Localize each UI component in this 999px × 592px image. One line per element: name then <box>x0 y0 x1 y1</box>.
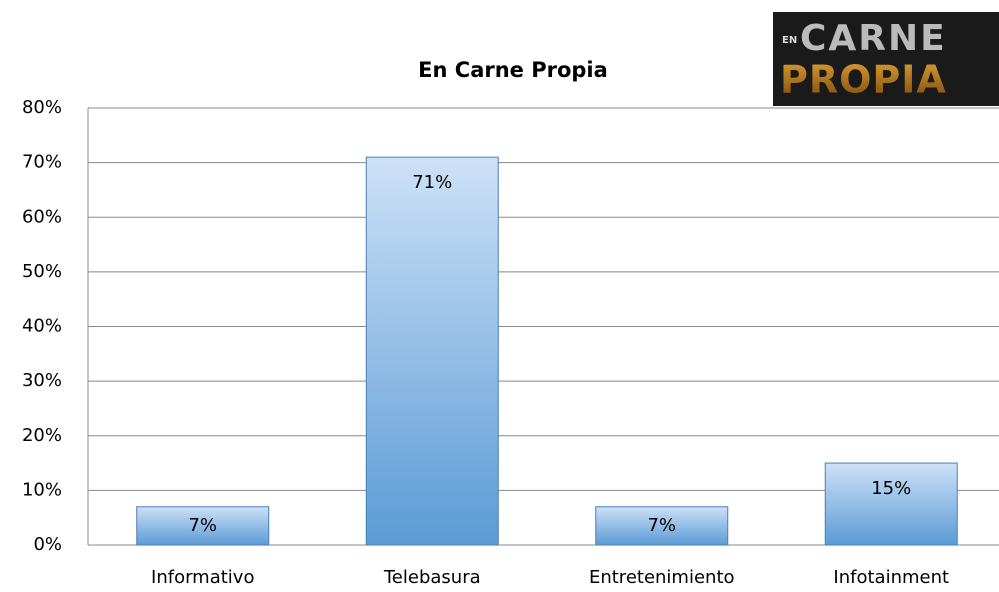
y-tick-label: 80% <box>22 97 62 118</box>
x-tick-label: Telebasura <box>383 567 481 588</box>
logo-small: EN <box>782 35 797 46</box>
y-tick-label: 60% <box>22 206 62 227</box>
data-label: 7% <box>188 515 217 536</box>
data-label: 7% <box>647 515 676 536</box>
chart-title: En Carne Propia <box>418 58 608 82</box>
logo-background <box>773 12 999 106</box>
bar <box>365 156 499 546</box>
data-label: 15% <box>871 478 911 499</box>
bar <box>595 506 729 546</box>
x-tick-label: Informativo <box>151 567 254 588</box>
bar <box>824 462 958 546</box>
data-label: 71% <box>412 172 452 193</box>
y-tick-label: 0% <box>33 534 62 555</box>
logo-line2: PROPIA <box>780 58 947 102</box>
x-tick-label: Entretenimiento <box>589 567 735 588</box>
logo-line1: CARNE <box>800 18 947 59</box>
y-tick-label: 20% <box>22 425 62 446</box>
x-tick-label: Infotainment <box>833 567 949 588</box>
y-tick-label: 30% <box>22 370 62 391</box>
bar <box>136 506 270 546</box>
y-tick-label: 70% <box>22 152 62 173</box>
y-tick-label: 10% <box>22 479 62 500</box>
logo: EN CARNE PROPIA <box>773 12 999 106</box>
y-tick-label: 40% <box>22 316 62 337</box>
y-tick-label: 50% <box>22 261 62 282</box>
